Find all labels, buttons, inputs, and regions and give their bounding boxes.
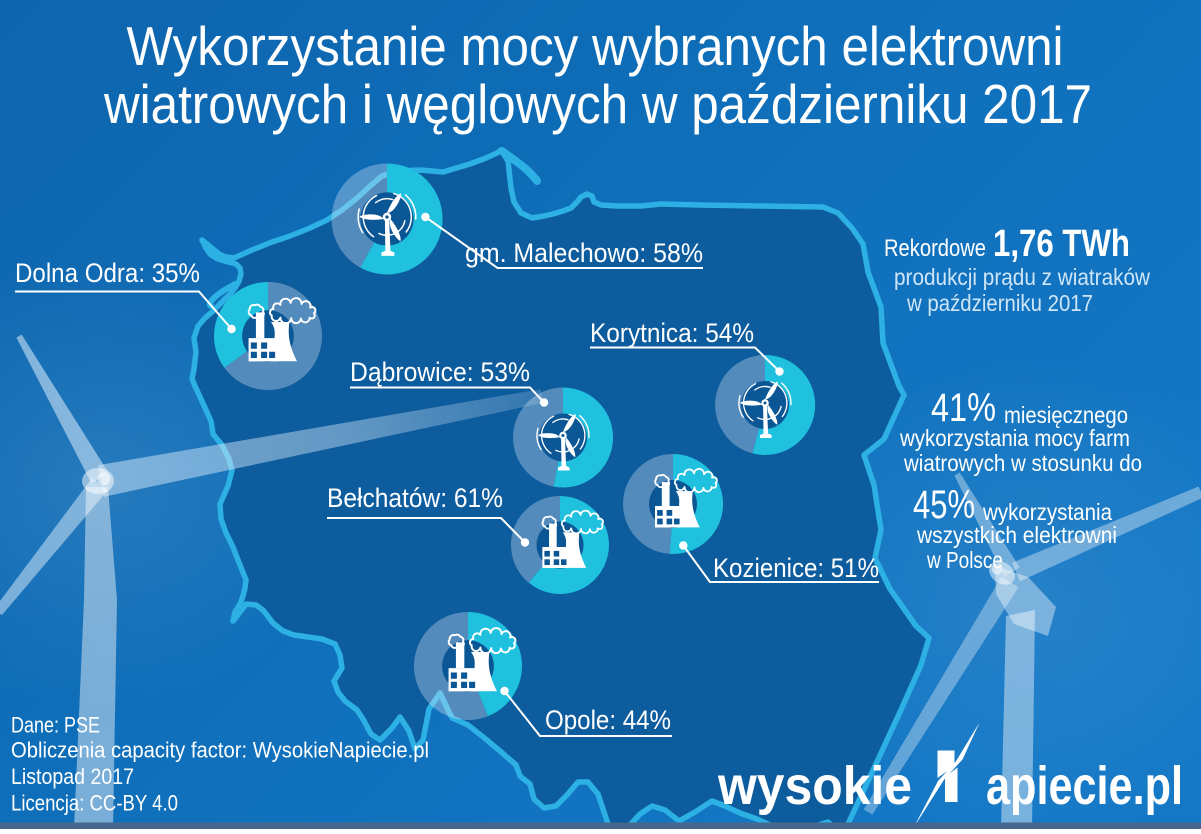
svg-text:wysokie: wysokie: [717, 756, 912, 816]
svg-text:41%: 41%: [931, 386, 996, 430]
svg-text:produkcji prądu z wiatraków: produkcji prądu z wiatraków: [894, 264, 1150, 290]
svg-text:45%: 45%: [913, 483, 975, 527]
svg-text:apiecie.pl: apiecie.pl: [986, 756, 1183, 816]
svg-text:Korytnica: 54%: Korytnica: 54%: [590, 318, 754, 348]
svg-text:Dolna Odra: 35%: Dolna Odra: 35%: [15, 258, 200, 288]
svg-text:Listopad 2017: Listopad 2017: [11, 764, 134, 789]
svg-text:w Polsce: w Polsce: [926, 547, 1003, 573]
svg-text:Dąbrowice: 53%: Dąbrowice: 53%: [350, 357, 530, 387]
svg-text:wykorzystania mocy farm: wykorzystania mocy farm: [899, 425, 1130, 451]
svg-text:wiatrowych w stosunku do: wiatrowych w stosunku do: [903, 450, 1142, 476]
svg-text:Opole: 44%: Opole: 44%: [545, 705, 671, 735]
svg-text:Obliczenia capacity factor: Wy: Obliczenia capacity factor: WysokieNapie…: [11, 738, 429, 763]
svg-text:wykorzystania: wykorzystania: [982, 499, 1112, 525]
svg-text:Licencja: CC-BY 4.0: Licencja: CC-BY 4.0: [11, 791, 178, 816]
svg-text:Dane: PSE: Dane: PSE: [11, 713, 100, 738]
svg-text:1,76 TWh: 1,76 TWh: [993, 223, 1130, 265]
svg-text:Wykorzystanie mocy wybranych e: Wykorzystanie mocy wybranych elektrowni: [127, 15, 1064, 77]
svg-text:Bełchatów: 61%: Bełchatów: 61%: [327, 483, 503, 513]
svg-text:Kozienice: 51%: Kozienice: 51%: [713, 553, 879, 583]
svg-text:Rekordowe: Rekordowe: [884, 235, 986, 262]
svg-text:wiatrowych i węglowych w paźdz: wiatrowych i węglowych w październiku 20…: [103, 73, 1092, 135]
svg-text:miesięcznego: miesięcznego: [1004, 402, 1128, 428]
svg-text:w październiku 2017: w październiku 2017: [906, 290, 1093, 316]
svg-text:gm. Malechowo: 58%: gm. Malechowo: 58%: [465, 238, 703, 268]
svg-text:wszystkich elektrowni: wszystkich elektrowni: [916, 522, 1117, 548]
